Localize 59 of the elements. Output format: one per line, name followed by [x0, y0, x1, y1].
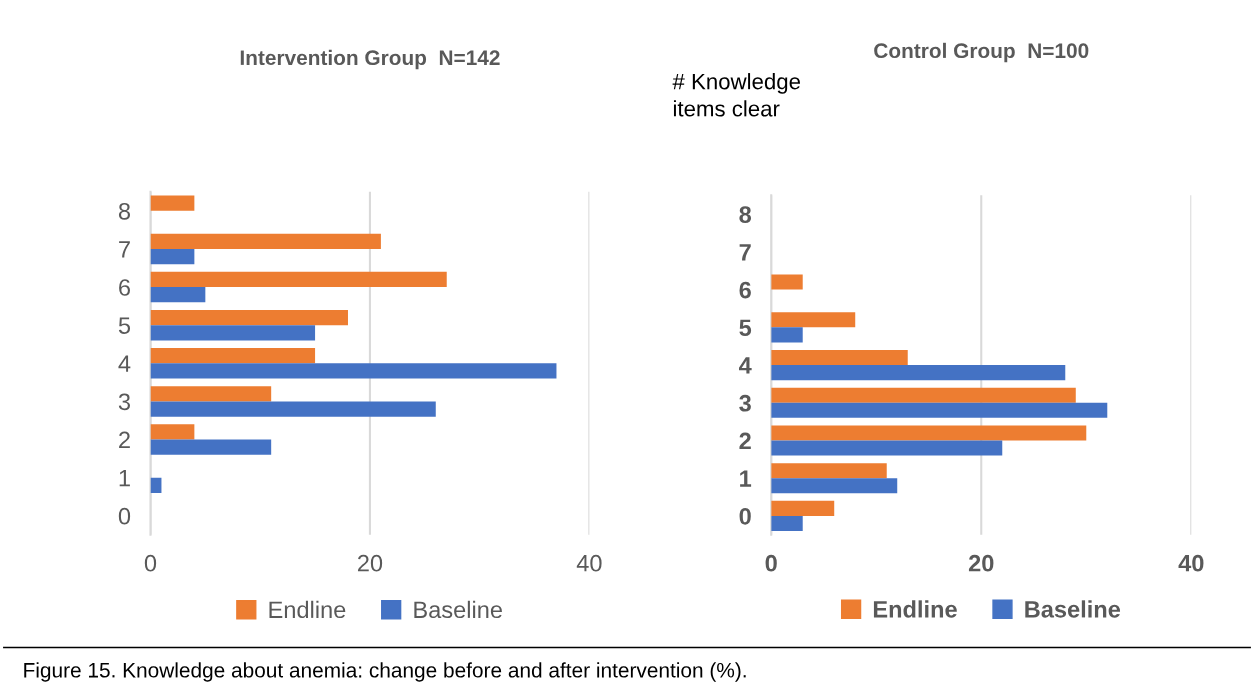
x-tick-label: 40 [576, 554, 602, 572]
bar [150, 439, 272, 455]
y-tick-label: 4 [738, 357, 752, 374]
bar [150, 233, 381, 249]
y-axis-title: # Knowledge items clear [672, 73, 800, 117]
y-tick-label: 1 [119, 469, 130, 487]
y-tick-label: 7 [739, 244, 751, 261]
bar [150, 477, 162, 493]
y-tick-label: 2 [739, 432, 751, 450]
x-tick-label: 0 [765, 554, 777, 572]
legend-label: Endline [269, 600, 346, 619]
y-tick-label: 8 [739, 206, 752, 223]
bar [150, 363, 557, 379]
bar [150, 271, 447, 288]
y-tick-label: 5 [739, 319, 752, 337]
x-tick-label: 20 [357, 554, 383, 572]
y-tick-label: 5 [118, 317, 131, 334]
bar [150, 401, 436, 417]
legend-label: Baseline [414, 600, 502, 619]
y-tick-label: 6 [119, 279, 130, 296]
bar [150, 348, 316, 364]
bar [150, 424, 195, 440]
x-tick-label: 40 [1178, 554, 1204, 572]
caption: Figure 15. Knowledge about anemia: change before and after intervention (%). [24, 662, 746, 682]
y-tick-label: 8 [118, 202, 131, 220]
y-tick-label: 6 [739, 281, 751, 299]
bar [771, 327, 803, 343]
y-tick-label: 7 [119, 241, 130, 258]
bar [771, 515, 803, 532]
bar [150, 248, 195, 265]
bar [771, 312, 856, 328]
y-tick-label: 0 [118, 507, 131, 525]
x-tick-label: 20 [968, 554, 994, 572]
bar [150, 309, 348, 326]
bar [150, 386, 272, 402]
bar [771, 365, 1066, 381]
y-tick-label: 4 [118, 355, 131, 372]
y-tick-label: 0 [739, 508, 751, 525]
bar [771, 402, 1108, 418]
legend-label: Baseline [1025, 600, 1121, 618]
chart-title: Intervention Group N=142 [240, 49, 500, 70]
bar [771, 387, 1076, 403]
bar [771, 425, 1087, 441]
bar [771, 349, 908, 366]
y-tick-label: 2 [119, 431, 130, 449]
y-tick-label: 3 [118, 393, 130, 411]
y-tick-label: 3 [739, 394, 751, 412]
bar [771, 500, 835, 516]
x-tick-label: 0 [144, 554, 157, 572]
bar [771, 463, 887, 479]
bar [150, 325, 316, 341]
bar [771, 274, 803, 290]
bar [771, 440, 1003, 456]
y-tick-label: 1 [740, 470, 752, 487]
bar [150, 195, 195, 211]
legend-label: Endline [873, 600, 957, 618]
bar [150, 287, 206, 303]
chart-title: Control Group N=100 [874, 42, 1089, 63]
bar [771, 478, 898, 494]
